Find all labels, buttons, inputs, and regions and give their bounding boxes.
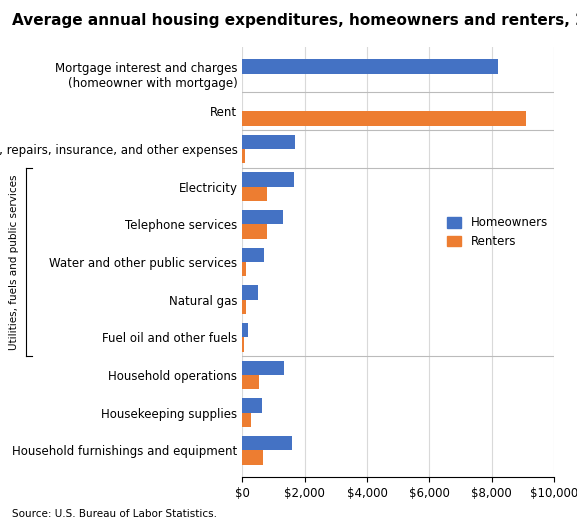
Bar: [242, 224, 267, 238]
Bar: [242, 149, 245, 163]
Bar: [242, 300, 246, 314]
Text: Average annual housing expenditures, homeowners and renters, 2012: Average annual housing expenditures, hom…: [12, 13, 577, 28]
Bar: [242, 323, 248, 337]
Bar: [242, 398, 261, 413]
Bar: [242, 172, 294, 187]
Bar: [242, 375, 260, 389]
Bar: [242, 210, 283, 224]
Bar: [242, 286, 258, 300]
Bar: [242, 262, 246, 276]
Legend: Homeowners, Renters: Homeowners, Renters: [447, 216, 548, 248]
Bar: [242, 187, 267, 201]
Bar: [242, 451, 263, 465]
Bar: [242, 413, 251, 427]
Bar: [242, 248, 264, 262]
Text: Source: U.S. Bureau of Labor Statistics.: Source: U.S. Bureau of Labor Statistics.: [12, 509, 216, 519]
Bar: [242, 111, 526, 126]
Bar: [242, 361, 284, 375]
Bar: [242, 135, 295, 149]
Bar: [242, 59, 498, 73]
Bar: [242, 337, 243, 352]
Text: Utilities, fuels and public services: Utilities, fuels and public services: [9, 174, 20, 350]
Bar: [242, 436, 292, 451]
